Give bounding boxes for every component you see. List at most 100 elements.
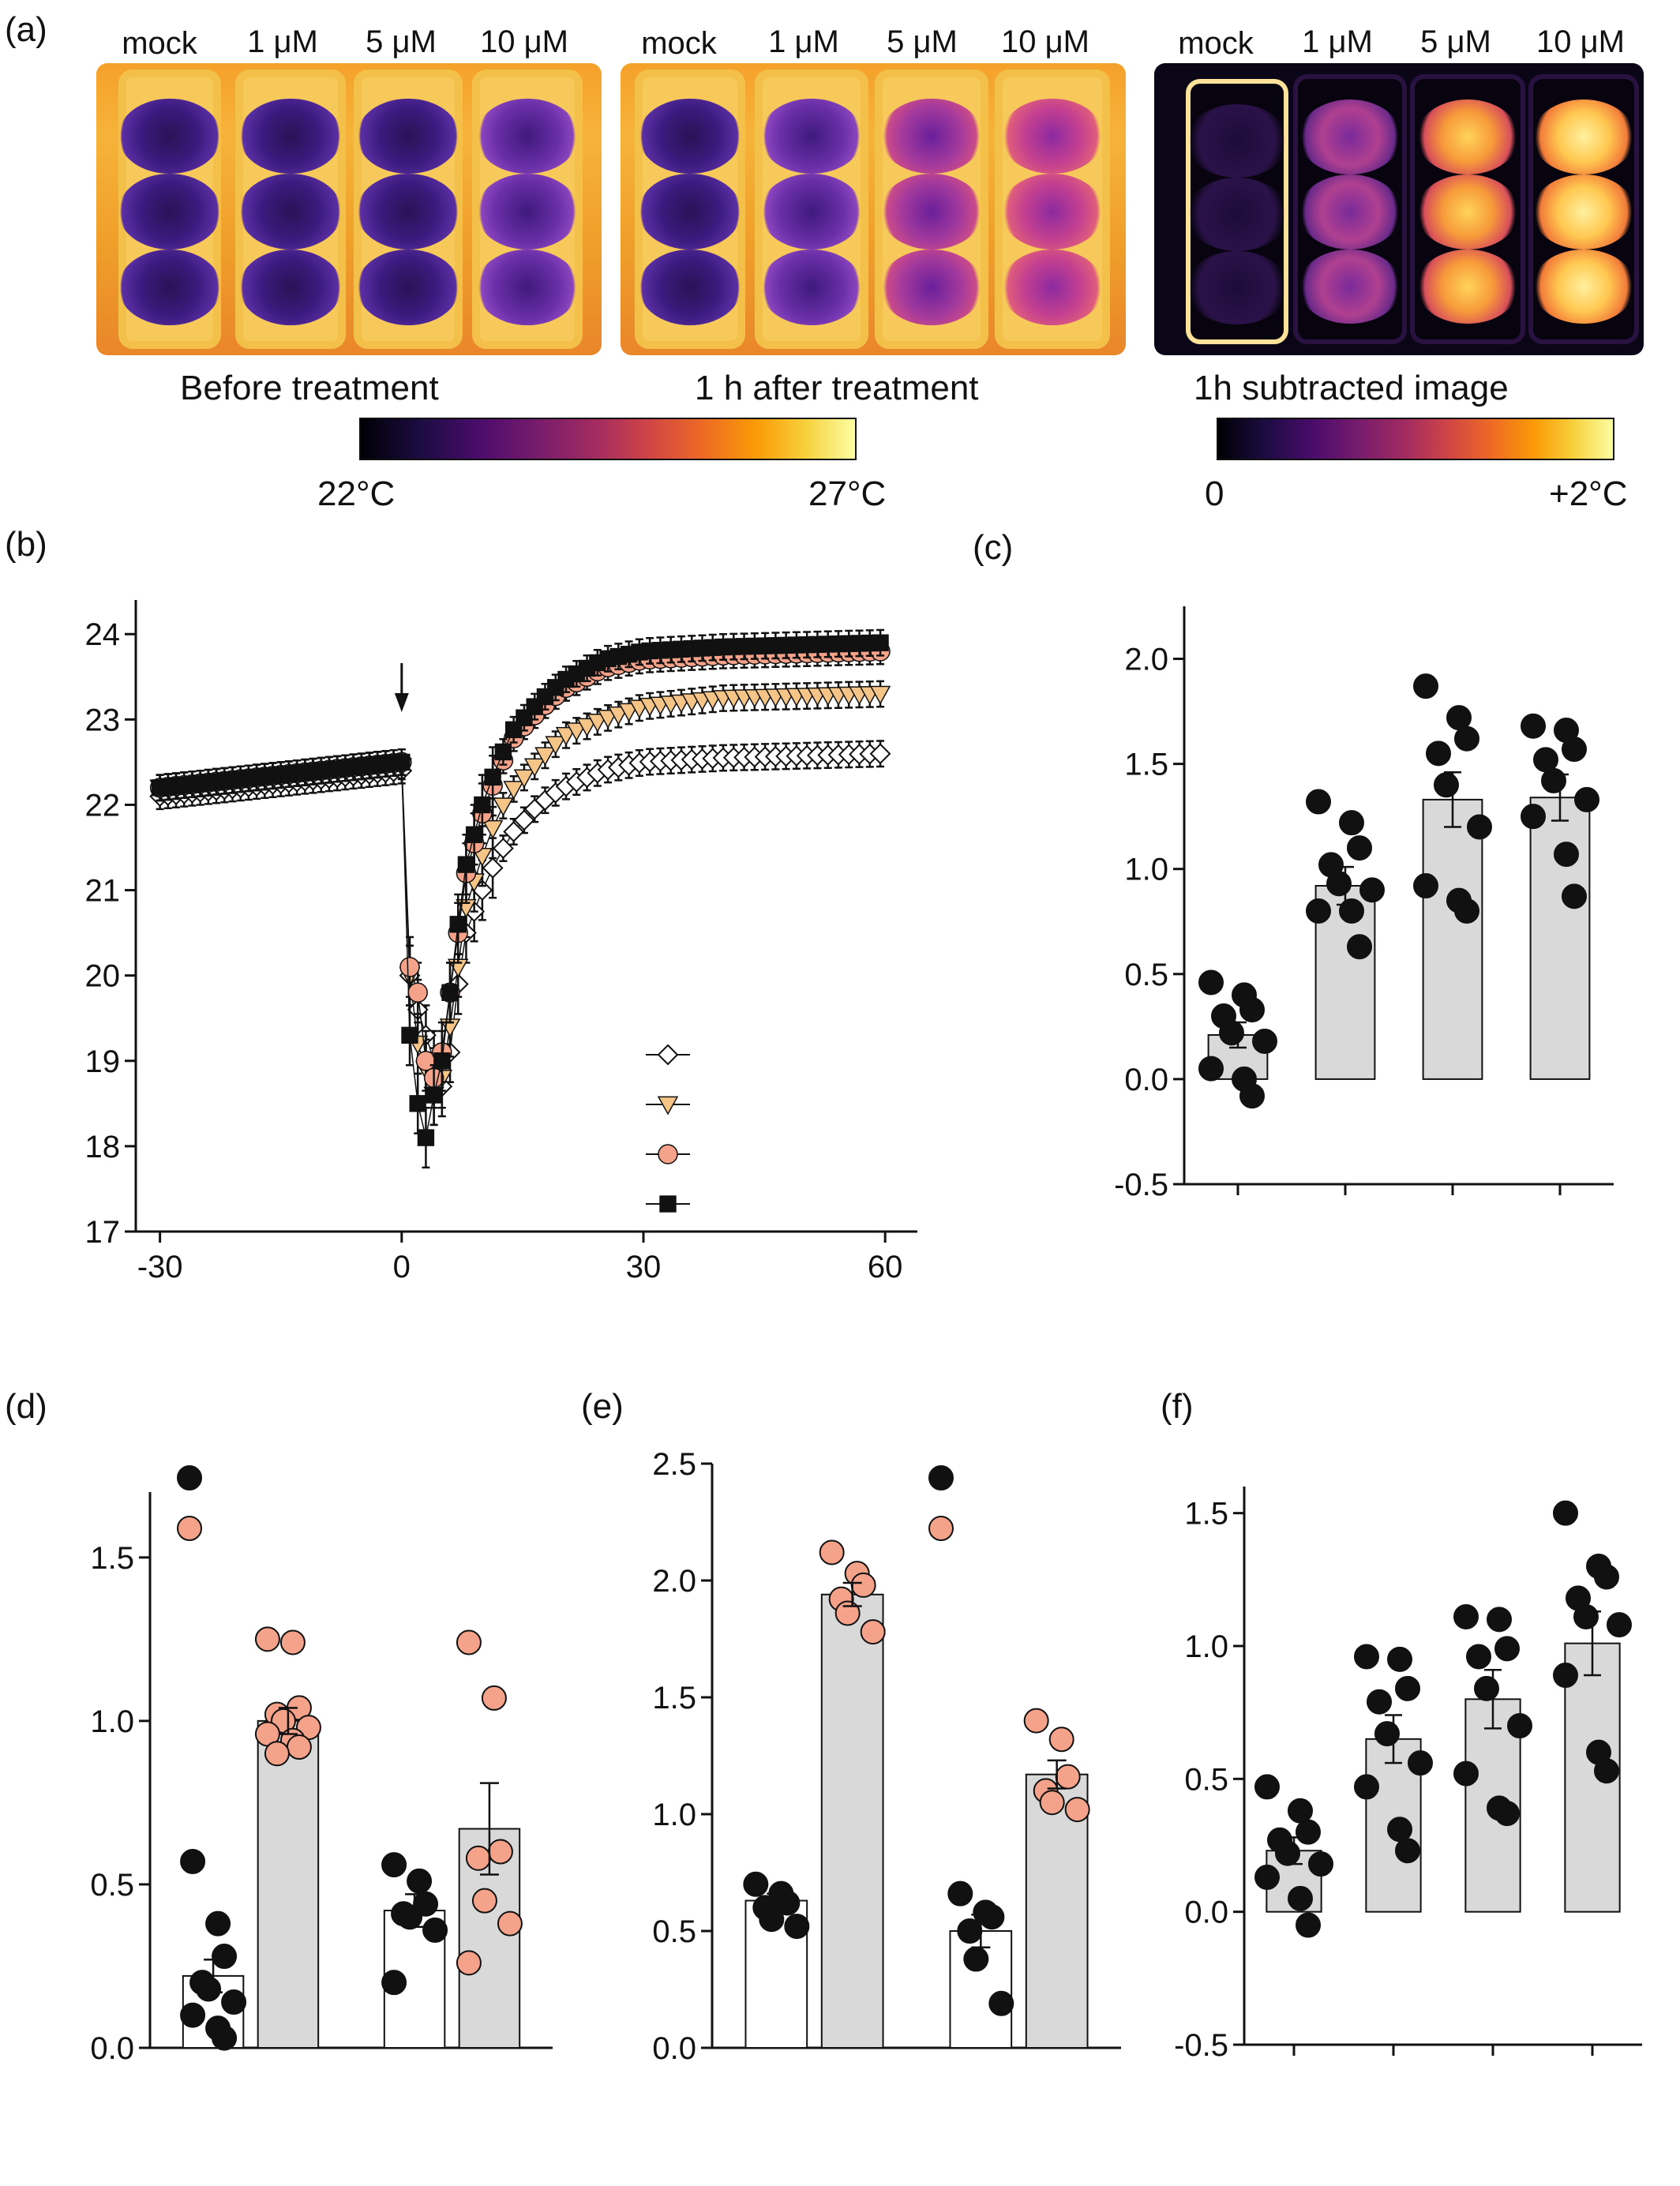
y-tick-label: 24 <box>85 617 121 652</box>
data-point <box>1453 1603 1479 1629</box>
data-point <box>869 743 891 765</box>
legend-item <box>646 1195 690 1213</box>
legend-marker <box>657 1044 679 1066</box>
data-point <box>1454 898 1479 924</box>
error-bar <box>1584 1610 1601 1677</box>
data-point <box>1359 877 1385 903</box>
data-point <box>1494 1801 1520 1827</box>
label-1uM: 1 μM <box>247 24 318 59</box>
x-tick-label: 60 <box>868 1250 903 1284</box>
data-point <box>587 714 609 733</box>
data-point <box>1288 1798 1313 1824</box>
label-5uM: 5 μM <box>887 24 958 59</box>
data-point <box>1494 1636 1520 1662</box>
data-point-mock <box>196 1976 222 2002</box>
data-point <box>1387 1646 1412 1672</box>
legend-item <box>177 1465 202 1490</box>
thermal-image-after <box>621 63 1126 355</box>
thermal-image-subtracted <box>1154 63 1644 355</box>
data-point-aba <box>1048 1727 1074 1753</box>
tray-10uM <box>995 69 1110 349</box>
error-bar <box>1285 1836 1303 1865</box>
data-point-aba <box>497 1910 523 1937</box>
series-10M <box>151 628 889 1169</box>
data-point <box>1574 786 1599 812</box>
data-point <box>1434 772 1459 798</box>
label-1uM: 1 μM <box>768 24 839 59</box>
label-mock: mock <box>122 26 198 61</box>
data-point <box>1354 1774 1379 1800</box>
label-10uM: 10 μM <box>480 24 568 59</box>
data-point <box>1408 1750 1433 1776</box>
y-tick-label: 0.5 <box>90 1868 134 1903</box>
data-point <box>1554 842 1579 868</box>
data-point-mock <box>963 1946 989 1972</box>
error-bar <box>1385 1714 1402 1764</box>
data-point-aba <box>279 1629 306 1655</box>
data-point <box>1395 1838 1420 1864</box>
data-point-mock <box>947 1880 973 1907</box>
label-10uM: 10 μM <box>1536 24 1625 59</box>
data-point-aba <box>456 1950 482 1976</box>
data-point <box>545 736 567 756</box>
legend-item <box>177 1516 202 1541</box>
data-point <box>1219 1020 1244 1046</box>
data-point <box>1467 814 1492 840</box>
data-point <box>1507 1713 1532 1738</box>
data-point <box>1521 804 1546 830</box>
data-point <box>441 984 459 1001</box>
x-tick-label: 0 <box>393 1250 411 1284</box>
treatment-labels-before: mock 1 μM 5 μM 10 μM <box>122 24 568 61</box>
data-point-aba <box>286 1734 312 1760</box>
data-point <box>417 1129 435 1146</box>
error-bar <box>204 1958 223 1993</box>
error-bar <box>971 1914 991 1948</box>
y-tick-label: 0.0 <box>1184 1895 1228 1930</box>
data-point-mock <box>957 1918 983 1944</box>
data-point-mock <box>743 1871 769 1897</box>
data-point <box>1374 1721 1400 1747</box>
data-point <box>1533 747 1558 773</box>
data-point <box>534 747 556 767</box>
panel-f-label: (f) <box>1161 1387 1194 1426</box>
data-point <box>1453 1760 1479 1787</box>
tray-mock <box>118 69 221 349</box>
data-point-mock <box>397 1904 423 1930</box>
data-point-aba <box>1023 1708 1049 1734</box>
data-point-mock <box>422 1917 448 1943</box>
data-point-aba <box>850 1572 876 1598</box>
colorbar-temperature <box>359 418 857 460</box>
data-point <box>1252 1028 1277 1054</box>
y-tick-label: 2.5 <box>652 1447 696 1482</box>
data-point <box>1387 1817 1412 1843</box>
y-tick-label: 0.0 <box>1124 1063 1168 1097</box>
data-point <box>513 769 535 789</box>
caption-before: Before treatment <box>180 369 439 407</box>
y-tick-label: 1.0 <box>1124 853 1168 887</box>
y-tick-label: 20 <box>85 959 121 994</box>
data-point <box>1347 835 1372 861</box>
annotation-arrow-head <box>394 693 409 712</box>
panel-d-label: (d) <box>5 1387 47 1426</box>
data-point <box>1296 1819 1321 1845</box>
error-bar <box>278 1707 298 1735</box>
data-point <box>1367 1689 1392 1715</box>
data-point <box>433 1052 451 1070</box>
y-tick-label: -0.5 <box>1114 1168 1168 1202</box>
data-point-aba <box>254 1626 280 1652</box>
colorbar-temp-min: 22°C <box>317 474 395 513</box>
legend-item <box>928 1465 954 1490</box>
colorbar-subtracted <box>1217 418 1614 460</box>
data-point <box>1326 871 1352 897</box>
data-point <box>1562 883 1587 909</box>
y-tick-label: 21 <box>85 874 121 909</box>
treatment-labels-after: mock 1 μM 5 μM 10 μM <box>641 24 1089 61</box>
y-tick-label: 1.5 <box>652 1681 696 1715</box>
data-point <box>484 768 501 786</box>
y-tick-label: 1.0 <box>652 1798 696 1832</box>
data-point <box>401 1026 418 1044</box>
data-point <box>1395 1675 1420 1701</box>
data-point <box>1553 1500 1578 1526</box>
caption-subtracted: 1h subtracted image <box>1194 369 1509 407</box>
series-1M <box>149 680 891 1127</box>
